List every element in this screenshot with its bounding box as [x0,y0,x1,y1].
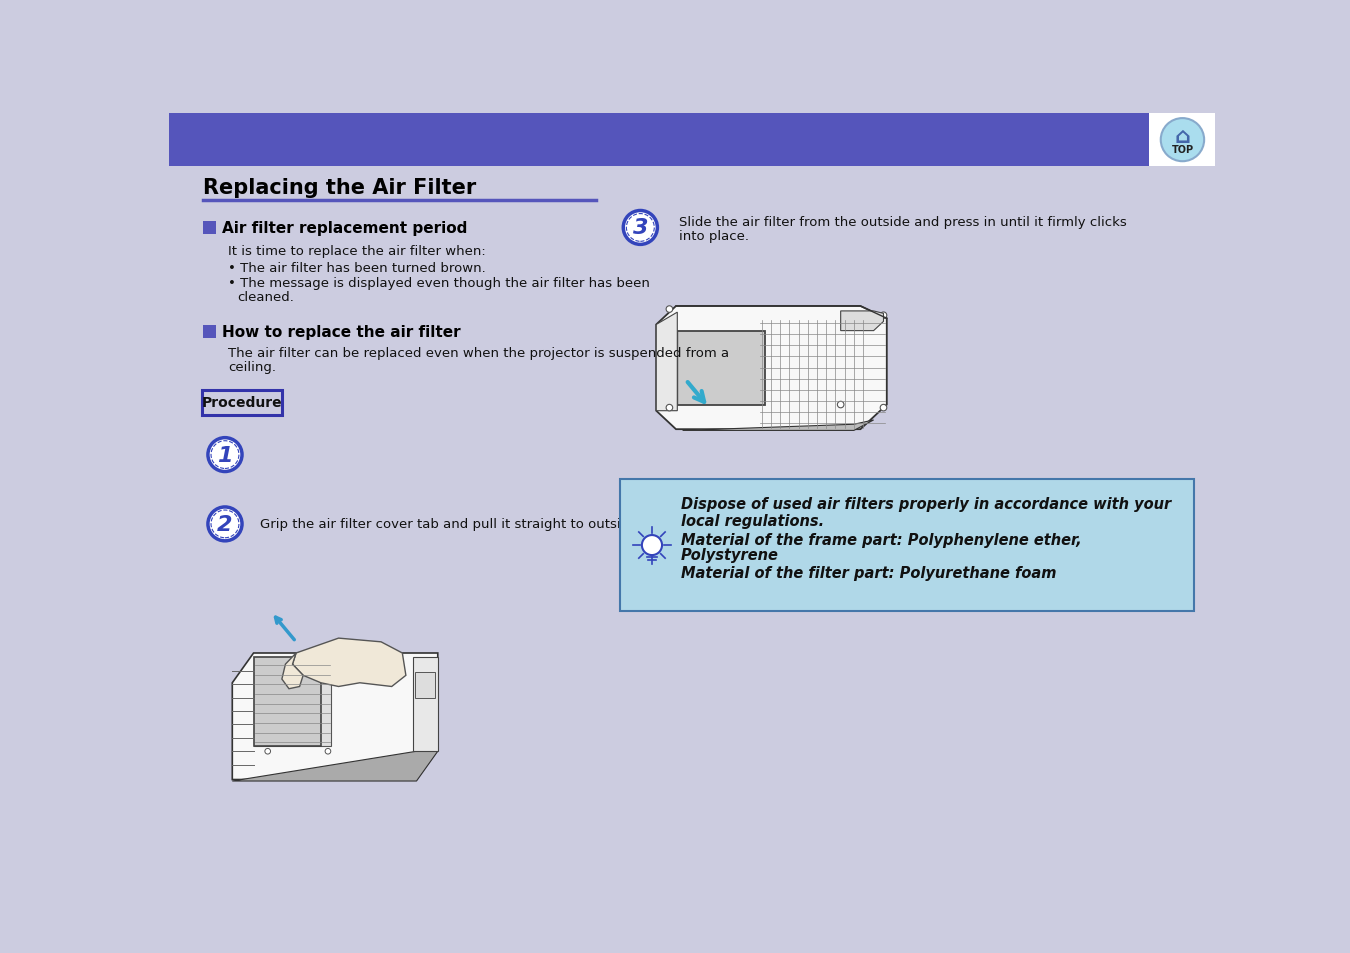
Text: cleaned.: cleaned. [238,291,294,304]
Text: 1: 1 [217,445,232,465]
Polygon shape [232,654,437,780]
Text: It is time to replace the air filter when:: It is time to replace the air filter whe… [228,245,486,257]
Circle shape [1161,119,1204,162]
Text: Dispose of used air filters properly in accordance with your: Dispose of used air filters properly in … [680,497,1170,511]
Polygon shape [413,657,437,752]
FancyBboxPatch shape [620,479,1193,611]
Bar [204,222,216,234]
Text: Grip the air filter cover tab and pull it straight to outside.: Grip the air filter cover tab and pull i… [259,517,641,531]
Text: How to replace the air filter: How to replace the air filter [221,325,460,339]
Polygon shape [254,657,321,746]
Text: The air filter can be replaced even when the projector is suspended from a: The air filter can be replaced even when… [228,347,729,360]
Polygon shape [293,639,406,687]
Text: 2: 2 [217,515,232,535]
Polygon shape [663,332,765,405]
Polygon shape [656,313,678,412]
Text: Slide the air filter from the outside and press in until it firmly clicks: Slide the air filter from the outside an… [679,215,1127,229]
Circle shape [208,438,242,472]
Text: ceiling.: ceiling. [228,361,277,374]
Text: into place.: into place. [679,230,749,242]
Bar [169,114,1215,167]
Circle shape [624,212,657,245]
Circle shape [880,313,887,319]
Text: ⌂: ⌂ [1174,127,1191,147]
FancyBboxPatch shape [201,391,282,416]
Circle shape [666,307,672,313]
Polygon shape [254,657,332,746]
Circle shape [325,749,331,754]
Text: Material of the filter part: Polyurethane foam: Material of the filter part: Polyurethan… [680,565,1056,580]
Text: • The message is displayed even though the air filter has been: • The message is displayed even though t… [228,277,649,290]
Text: Polystyrene: Polystyrene [680,548,779,562]
Polygon shape [683,420,873,431]
Text: Procedure: Procedure [201,395,282,410]
Polygon shape [282,654,304,689]
Text: • The air filter has been turned brown.: • The air filter has been turned brown. [228,262,486,274]
Text: Air filter replacement period: Air filter replacement period [221,221,467,235]
Bar [204,326,216,338]
Circle shape [880,405,887,412]
Polygon shape [232,752,437,781]
Text: local regulations.: local regulations. [680,513,824,528]
Circle shape [265,749,270,754]
Text: Replacing the Air Filter: Replacing the Air Filter [204,178,477,198]
Circle shape [666,405,672,412]
Circle shape [837,402,844,409]
Polygon shape [656,307,887,430]
Circle shape [208,507,242,541]
Text: 3: 3 [633,218,648,238]
Polygon shape [414,672,435,698]
Polygon shape [841,312,883,332]
Polygon shape [663,332,678,405]
Bar [1149,114,1215,167]
Text: TOP: TOP [1172,145,1193,154]
Text: Material of the frame part: Polyphenylene ether,: Material of the frame part: Polyphenylen… [680,532,1081,547]
Circle shape [641,536,662,556]
